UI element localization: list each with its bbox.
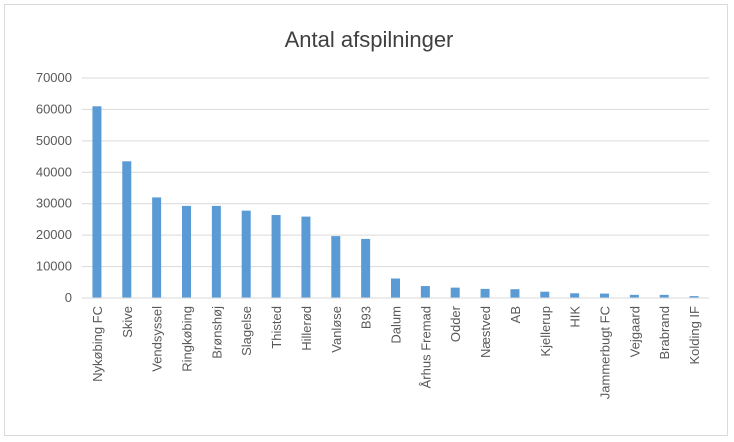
x-tick-label: Skive: [120, 306, 135, 338]
x-tick-label: Odder: [448, 305, 463, 342]
bar: [659, 294, 669, 298]
x-tick-label: Thisted: [269, 306, 284, 349]
x-tick-label: Næstved: [478, 306, 493, 358]
x-tick-label: Hillerød: [299, 306, 314, 351]
x-tick-label: Ringkøbing: [180, 306, 195, 372]
bar: [450, 287, 460, 298]
bar: [152, 197, 162, 298]
x-tick-label: Kolding IF: [687, 306, 702, 365]
bar: [480, 288, 490, 298]
x-tick-label: HIK: [568, 306, 583, 328]
bar-chart: Antal afspilninger 0 10000 20000 30000 40000…: [36, 27, 709, 399]
bar: [540, 291, 550, 298]
bar: [122, 161, 132, 298]
chart-frame: Antal afspilninger 0 10000 20000 30000 40000…: [4, 4, 728, 436]
y-tick-label: 50000: [36, 133, 72, 148]
y-tick-label: 0: [65, 290, 72, 305]
x-tick-label: Vejgaard: [627, 306, 642, 357]
y-tick-label: 20000: [36, 227, 72, 242]
bar: [361, 238, 371, 298]
x-tick-label: Vanløse: [329, 306, 344, 353]
bar: [689, 296, 699, 298]
x-tick-label: Brabrand: [657, 306, 672, 359]
gridlines: [82, 77, 709, 268]
x-axis-labels: Nykøbing FC Skive Vendsyssel Ringkøbing Brøn…: [90, 305, 702, 399]
bar: [391, 278, 400, 298]
x-tick-label: B93: [359, 306, 374, 329]
bar: [570, 293, 580, 298]
x-tick-label: Kjellerup: [538, 306, 553, 357]
bar: [600, 293, 609, 298]
y-tick-label: 10000: [36, 259, 72, 274]
y-axis-ticks: 0 10000 20000 30000 40000 50000 60000 70000: [36, 70, 72, 305]
bar: [92, 106, 102, 298]
x-tick-label: AB: [508, 306, 523, 323]
y-tick-label: 60000: [36, 101, 72, 116]
bar: [629, 294, 639, 298]
x-tick-label: Århus Fremad: [418, 306, 433, 388]
x-tick-label: Vendsyssel: [150, 306, 165, 372]
x-tick-label: Brønshøj: [209, 306, 224, 359]
x-tick-label: Jammerbugt FC: [598, 306, 613, 399]
bar: [301, 216, 311, 298]
chart-title: Antal afspilninger: [285, 27, 454, 52]
y-tick-label: 30000: [36, 196, 72, 211]
x-tick-label: Dalum: [389, 306, 404, 344]
x-tick-label: Nykøbing FC: [90, 306, 105, 382]
bar: [420, 286, 430, 298]
bar: [211, 205, 221, 298]
y-tick-label: 40000: [36, 164, 72, 179]
x-tick-label: Slagelse: [239, 306, 254, 356]
bar: [510, 289, 520, 298]
y-tick-label: 70000: [36, 70, 72, 85]
bar: [182, 205, 191, 298]
bar: [271, 215, 281, 298]
bar: [331, 236, 341, 298]
bars: [92, 106, 699, 298]
bar: [241, 210, 251, 298]
